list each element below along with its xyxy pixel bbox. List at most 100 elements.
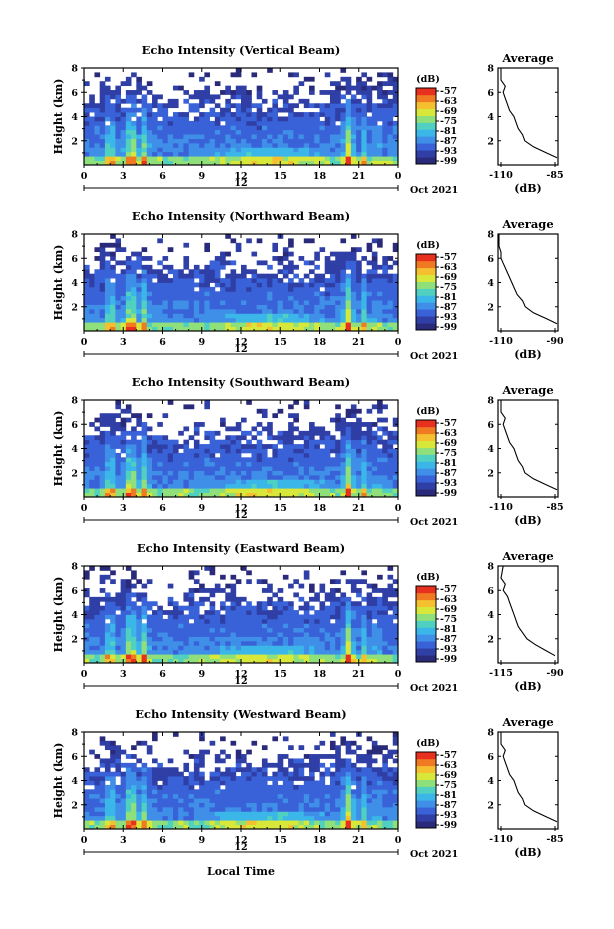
heatmap-cell bbox=[214, 466, 221, 471]
heatmap-cell bbox=[345, 636, 352, 642]
heatmap-cell bbox=[178, 308, 184, 314]
heatmap-cell bbox=[125, 815, 132, 821]
heatmap-cell bbox=[241, 492, 247, 498]
heatmap-cell bbox=[183, 142, 190, 148]
heatmap-cell bbox=[104, 282, 111, 288]
heatmap-cell bbox=[99, 264, 106, 270]
heatmap-cell bbox=[261, 745, 268, 751]
heatmap-cell bbox=[178, 658, 184, 664]
heatmap-cell bbox=[340, 457, 347, 463]
heatmap-cell bbox=[335, 640, 341, 646]
heatmap-cell bbox=[366, 76, 373, 82]
heatmap-cell bbox=[220, 444, 226, 449]
heatmap-cell bbox=[314, 645, 320, 651]
heatmap-cell bbox=[392, 610, 399, 615]
heatmap-cell bbox=[183, 784, 190, 790]
heatmap-cell bbox=[377, 457, 383, 463]
heatmap-cell bbox=[157, 767, 163, 773]
heatmap-cell bbox=[303, 483, 310, 489]
heatmap-cell bbox=[335, 404, 341, 410]
heatmap-cell bbox=[157, 439, 163, 445]
heatmap-cell bbox=[246, 605, 252, 611]
heatmap-cell bbox=[94, 417, 101, 423]
heatmap-cell bbox=[193, 570, 200, 576]
heatmap-cell bbox=[340, 322, 347, 327]
heatmap-cell bbox=[392, 94, 399, 100]
heatmap-cell bbox=[267, 470, 273, 476]
heatmap-cell bbox=[324, 592, 331, 598]
heatmap-cell bbox=[246, 479, 252, 485]
heatmap-cell bbox=[267, 120, 273, 126]
heatmap-cell bbox=[246, 789, 252, 795]
heatmap-cell bbox=[94, 815, 101, 821]
heatmap-cell bbox=[319, 435, 326, 441]
heatmap-cell bbox=[324, 134, 331, 139]
heatmap-cell bbox=[256, 238, 263, 244]
heatmap-cell bbox=[172, 326, 179, 332]
heatmap-cell bbox=[387, 322, 394, 327]
heatmap-cell bbox=[99, 579, 106, 585]
heatmap-cell bbox=[256, 156, 263, 161]
heatmap-cell bbox=[324, 658, 331, 664]
heatmap-cell bbox=[366, 322, 373, 327]
heatmap-cell bbox=[329, 278, 336, 283]
heatmap-cell bbox=[209, 273, 216, 279]
heatmap-cell bbox=[225, 640, 231, 646]
heatmap-cell bbox=[162, 273, 169, 279]
heatmap-cell bbox=[225, 658, 231, 664]
heatmap-cell bbox=[99, 784, 106, 790]
heatmap-cell bbox=[136, 439, 142, 445]
heatmap-cell bbox=[146, 483, 153, 489]
x-tick-label: 6 bbox=[159, 503, 166, 514]
heatmap-cell bbox=[125, 583, 132, 589]
heatmap-cell bbox=[188, 304, 195, 310]
heatmap-cell bbox=[183, 483, 190, 489]
heatmap-cell bbox=[282, 815, 289, 821]
heatmap-cell bbox=[104, 566, 111, 571]
heatmap-cell bbox=[104, 771, 111, 777]
heatmap-cell bbox=[282, 326, 289, 332]
heatmap-cell bbox=[361, 623, 367, 629]
panel-1: Echo Intensity (Vertical Beam)2468Height… bbox=[52, 43, 564, 196]
heatmap-cell bbox=[387, 107, 394, 113]
heatmap-cell bbox=[225, 632, 231, 637]
heatmap-cell bbox=[329, 623, 336, 629]
heatmap-cell bbox=[309, 313, 315, 319]
heatmap-cell bbox=[188, 273, 195, 279]
heatmap-cell bbox=[157, 824, 163, 830]
heatmap-cell bbox=[246, 444, 252, 449]
heatmap-cell bbox=[220, 417, 226, 423]
heatmap-cell bbox=[324, 824, 331, 830]
heatmap-cell bbox=[172, 479, 179, 485]
heatmap-cell bbox=[214, 112, 221, 117]
heatmap-cell bbox=[303, 618, 310, 624]
heatmap-cell bbox=[241, 125, 247, 131]
heatmap-cell bbox=[146, 461, 153, 467]
heatmap-cell bbox=[392, 649, 399, 655]
heatmap-cell bbox=[188, 574, 195, 580]
heatmap-cell bbox=[131, 461, 137, 467]
heatmap-cell bbox=[356, 444, 362, 449]
heatmap-cell bbox=[214, 134, 221, 139]
heatmap-cell bbox=[272, 413, 279, 419]
heatmap-cell bbox=[131, 601, 137, 607]
heatmap-cell bbox=[314, 461, 320, 467]
heatmap-cell bbox=[288, 142, 294, 148]
heatmap-cell bbox=[235, 142, 242, 148]
heatmap-cell bbox=[125, 771, 132, 777]
heatmap-cell bbox=[345, 448, 352, 454]
heatmap-cell bbox=[329, 138, 336, 144]
heatmap-cell bbox=[188, 326, 195, 332]
heatmap-cell bbox=[261, 273, 268, 279]
heatmap-cell bbox=[324, 72, 331, 78]
heatmap-cell bbox=[204, 242, 210, 248]
heatmap-cell bbox=[319, 798, 326, 803]
heatmap-cell bbox=[220, 824, 226, 830]
heatmap-cell bbox=[251, 776, 258, 781]
heatmap-cell bbox=[340, 596, 347, 602]
heatmap-cell bbox=[209, 771, 216, 777]
heatmap-cell bbox=[382, 592, 388, 598]
heatmap-cell bbox=[146, 479, 153, 485]
heatmap-cell bbox=[251, 479, 258, 485]
colorbar-tick-label: -63 bbox=[440, 96, 457, 107]
